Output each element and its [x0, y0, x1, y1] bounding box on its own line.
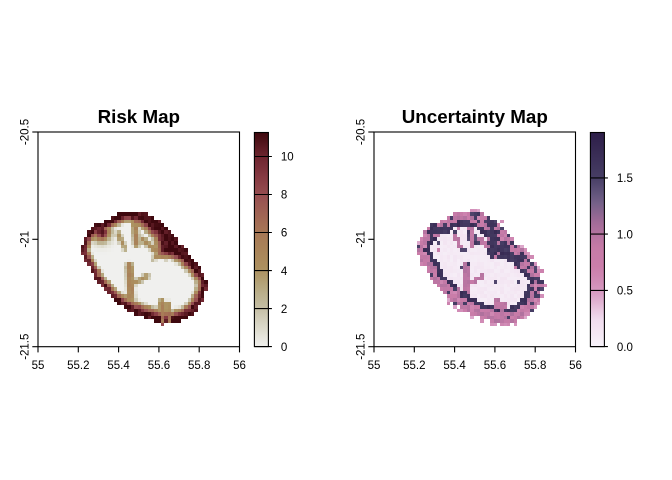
- svg-text:-20.5: -20.5: [356, 119, 368, 145]
- svg-text:-21: -21: [20, 231, 32, 248]
- svg-text:56: 56: [233, 360, 246, 372]
- svg-text:55.2: 55.2: [403, 360, 425, 372]
- svg-text:55.6: 55.6: [484, 360, 506, 372]
- svg-text:6: 6: [281, 228, 287, 240]
- svg-text:-21.5: -21.5: [20, 334, 32, 360]
- svg-text:0.0: 0.0: [617, 342, 633, 354]
- svg-text:55.8: 55.8: [188, 360, 210, 372]
- svg-text:8: 8: [281, 190, 287, 202]
- svg-text:Uncertainty Map: Uncertainty Map: [402, 106, 548, 127]
- svg-text:0: 0: [281, 342, 287, 354]
- svg-text:Risk Map: Risk Map: [98, 106, 180, 127]
- svg-text:56: 56: [569, 360, 582, 372]
- svg-text:55.2: 55.2: [67, 360, 89, 372]
- svg-text:1.5: 1.5: [617, 173, 633, 185]
- svg-text:55.4: 55.4: [443, 360, 466, 372]
- svg-text:55.6: 55.6: [148, 360, 170, 372]
- svg-text:-20.5: -20.5: [20, 119, 32, 145]
- svg-text:55.4: 55.4: [107, 360, 130, 372]
- svg-text:55: 55: [368, 360, 381, 372]
- svg-text:10: 10: [281, 152, 294, 164]
- svg-text:55.8: 55.8: [524, 360, 546, 372]
- svg-text:1.0: 1.0: [617, 229, 633, 241]
- svg-text:-21: -21: [356, 231, 368, 248]
- svg-text:2: 2: [281, 304, 287, 316]
- svg-text:55: 55: [32, 360, 45, 372]
- svg-text:-21.5: -21.5: [356, 334, 368, 360]
- svg-text:4: 4: [281, 266, 288, 278]
- svg-text:0.5: 0.5: [617, 286, 633, 298]
